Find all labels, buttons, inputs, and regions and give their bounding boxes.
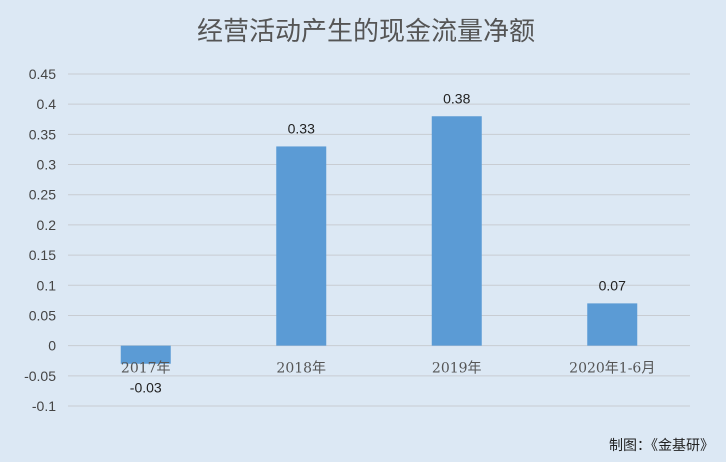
y-tick-label: -0.1 [32, 398, 56, 414]
data-label: 0.33 [288, 120, 315, 136]
x-category-label: 2017年 [121, 361, 171, 377]
x-category-label: 2019年 [432, 361, 482, 377]
chart-title: 经营活动产生的现金流量净额 [197, 17, 535, 47]
data-label: 0.38 [443, 90, 470, 106]
y-tick-label: 0.35 [29, 126, 56, 142]
y-tick-label: 0.05 [29, 307, 56, 323]
y-tick-label: 0.3 [37, 157, 57, 173]
x-category-label: 2018年 [276, 361, 326, 377]
y-tick-label: 0.25 [29, 187, 56, 203]
bar [276, 146, 327, 346]
bar [587, 303, 638, 346]
data-label: 0.07 [599, 277, 626, 293]
x-category-label: 2020年1-6月 [569, 361, 655, 377]
credit-text: 制图：《金基研》 [609, 437, 714, 454]
bar [431, 116, 482, 346]
y-tick-label: -0.05 [24, 368, 56, 384]
data-labels: -0.03 0.33 0.38 0.07 [130, 90, 626, 395]
y-tick-label: 0.15 [29, 247, 56, 263]
y-tick-label: 0 [48, 338, 56, 354]
y-tick-label: 0.4 [37, 96, 57, 112]
bars [120, 116, 638, 364]
y-tick-label: 0.2 [37, 217, 57, 233]
y-tick-label: 0.45 [29, 66, 56, 82]
data-label: -0.03 [130, 380, 162, 396]
gridlines [68, 73, 690, 407]
y-axis-ticks: 0.45 0.4 0.35 0.3 0.25 0.2 0.15 0.1 0.05 0 -0.05 -0… [24, 66, 56, 414]
x-axis-categories: 2017年 2018年 2019年 2020年1-6月 [121, 361, 655, 377]
bar [120, 345, 171, 364]
y-tick-label: 0.1 [37, 277, 57, 293]
